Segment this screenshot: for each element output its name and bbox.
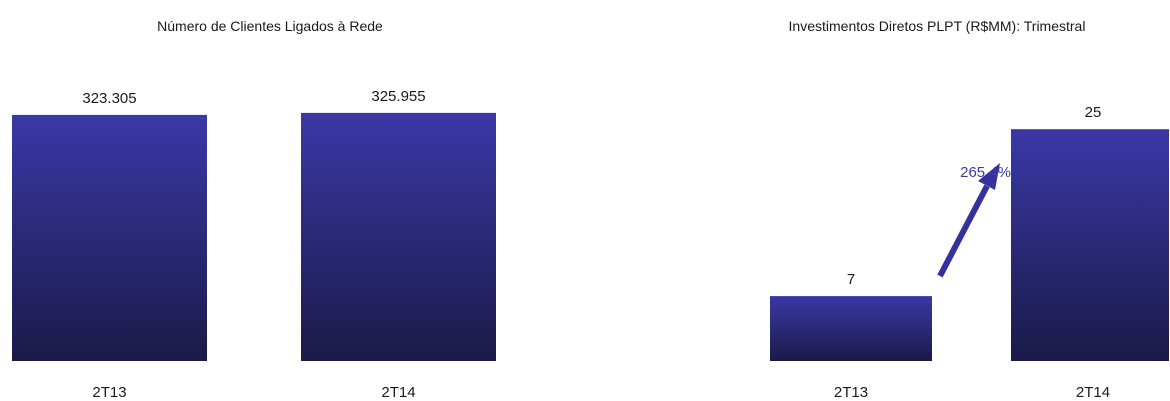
- investments-chart-title: Investimentos Diretos PLPT (R$MM): Trime…: [789, 18, 1086, 34]
- investments-value-label-2t13: 7: [847, 271, 855, 288]
- clients-category-2t13: 2T13: [92, 384, 126, 401]
- clients-value-label-2t14: 325.955: [371, 88, 425, 105]
- growth-arrow-shaft: [937, 184, 990, 278]
- clients-category-2t14: 2T14: [381, 384, 415, 401]
- clients-chart-title: Número de Clientes Ligados à Rede: [157, 18, 383, 34]
- clients-bar-2t14: [301, 112, 496, 361]
- investments-bar-2t14: [1011, 129, 1169, 361]
- investments-bar-2t13: [770, 296, 932, 361]
- clients-bar-2t13: [12, 114, 207, 361]
- arrow-up-right-icon: [937, 163, 1000, 278]
- growth-arrow-head: [978, 163, 1000, 190]
- investments-value-label-2t14: 25: [1085, 104, 1102, 121]
- investments-category-2t13: 2T13: [834, 384, 868, 401]
- investments-category-2t14: 2T14: [1076, 384, 1110, 401]
- growth-percentage-label: 265,4%: [960, 164, 1011, 181]
- investments-chart: Investimentos Diretos PLPT (R$MM): Trime…: [770, 18, 1169, 401]
- clients-chart: Número de Clientes Ligados à Rede 323.30…: [12, 18, 496, 401]
- clients-value-label-2t13: 323.305: [82, 90, 136, 107]
